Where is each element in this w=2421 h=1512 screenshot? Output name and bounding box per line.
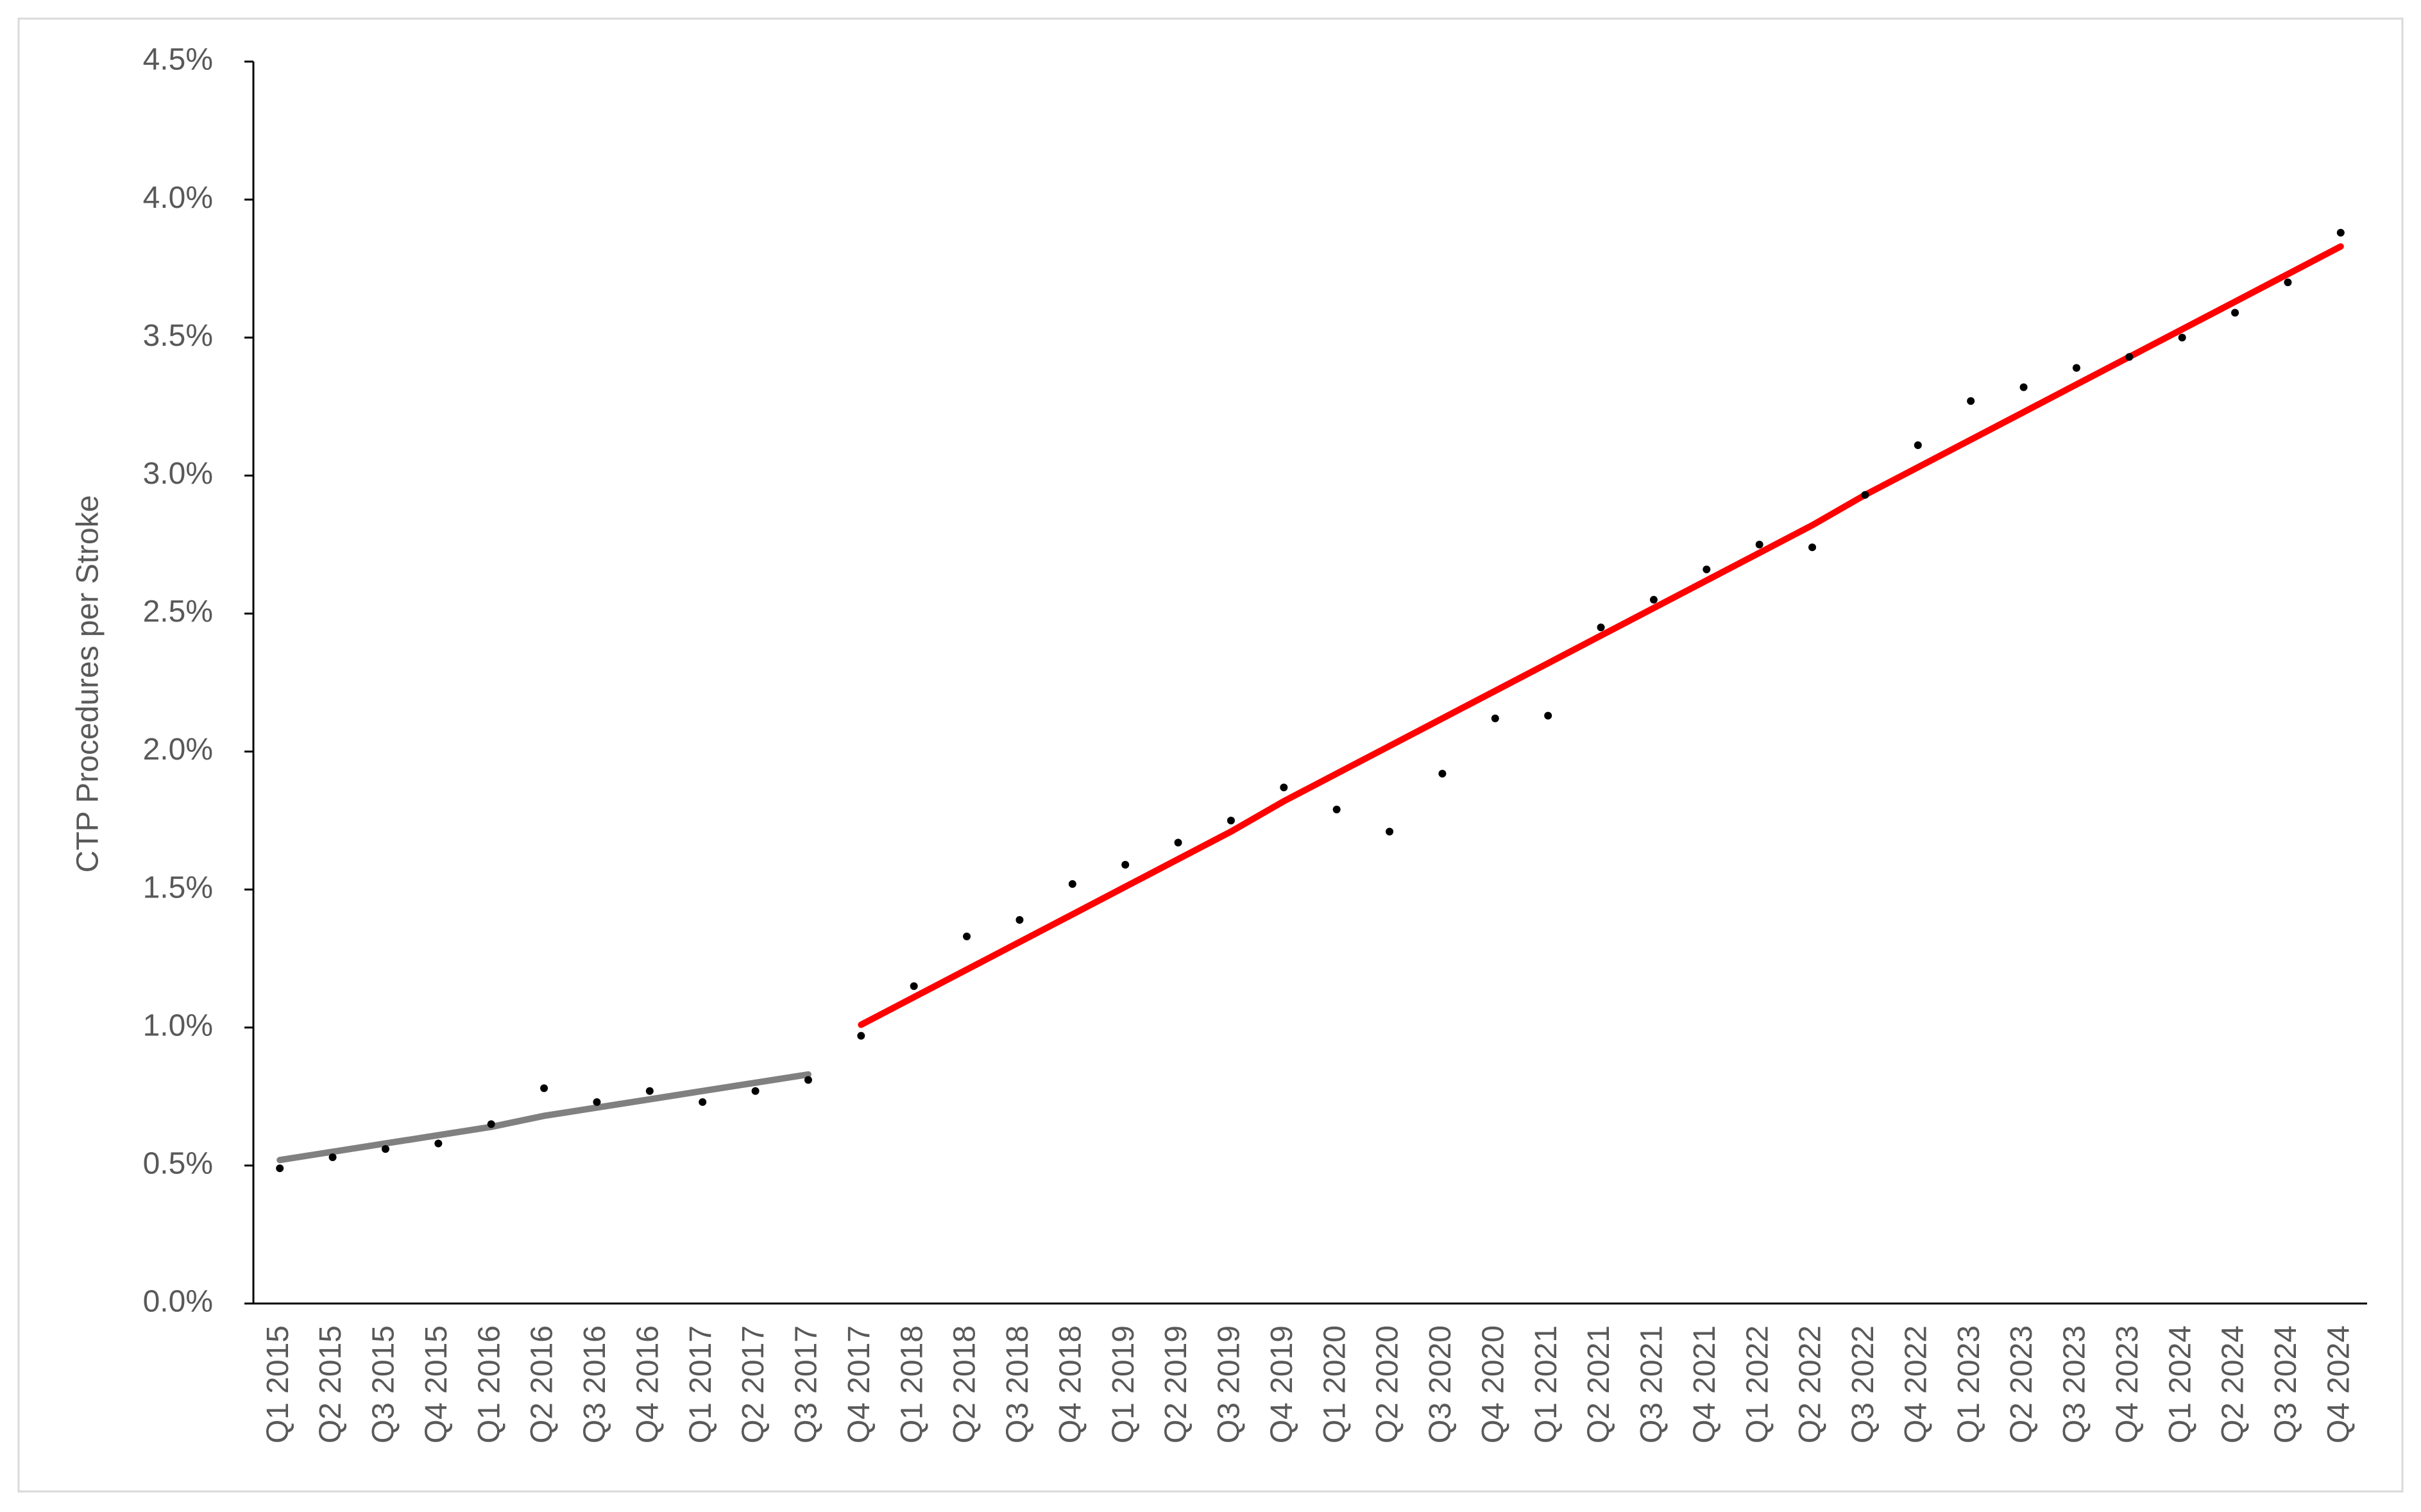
x-tick-label: Q2 2019 xyxy=(1159,1325,1193,1443)
data-point xyxy=(1386,828,1394,836)
y-tick-label: 4.0% xyxy=(143,181,213,215)
y-tick-label: 2.0% xyxy=(143,733,213,767)
data-point xyxy=(1332,805,1341,813)
x-tick-label: Q2 2022 xyxy=(1794,1325,1828,1443)
x-tick-label: Q2 2018 xyxy=(948,1325,982,1443)
data-point xyxy=(1491,714,1499,722)
y-tick-label: 2.5% xyxy=(143,595,213,629)
data-point xyxy=(1227,817,1235,825)
data-point xyxy=(2284,278,2292,287)
data-point xyxy=(2336,228,2345,237)
x-tick-label: Q1 2021 xyxy=(1529,1325,1563,1443)
x-tick-label: Q1 2022 xyxy=(1740,1325,1774,1443)
y-tick-label: 3.0% xyxy=(143,457,213,491)
x-tick-label: Q1 2015 xyxy=(261,1325,295,1443)
data-point xyxy=(1597,623,1605,631)
data-point xyxy=(1703,565,1711,573)
x-tick-label: Q3 2016 xyxy=(578,1325,612,1443)
x-tick-label: Q4 2024 xyxy=(2322,1325,2356,1443)
x-tick-label: Q4 2023 xyxy=(2111,1325,2145,1443)
data-point xyxy=(751,1087,760,1095)
data-point xyxy=(699,1098,707,1106)
data-point xyxy=(2231,309,2239,317)
x-tick-label: Q1 2017 xyxy=(684,1325,718,1443)
x-tick-label: Q1 2023 xyxy=(1952,1325,1986,1443)
x-tick-label: Q3 2021 xyxy=(1635,1325,1669,1443)
data-point xyxy=(1967,397,1975,405)
x-tick-label: Q4 2022 xyxy=(1899,1325,1933,1443)
data-point xyxy=(1438,769,1447,777)
data-point xyxy=(2178,334,2186,342)
y-tick-label: 1.0% xyxy=(143,1008,213,1042)
x-tick-label: Q1 2024 xyxy=(2163,1325,2197,1443)
y-tick-label: 3.5% xyxy=(143,319,213,353)
data-point xyxy=(1280,783,1288,792)
data-point xyxy=(1649,595,1658,604)
x-tick-label: Q2 2015 xyxy=(314,1325,348,1443)
data-point xyxy=(593,1098,601,1106)
x-tick-label: Q3 2019 xyxy=(1212,1325,1246,1443)
x-tick-label: Q4 2020 xyxy=(1476,1325,1510,1443)
data-point xyxy=(1121,860,1130,869)
trend-line xyxy=(858,243,2344,1028)
x-tick-label: Q3 2020 xyxy=(1423,1325,1457,1443)
x-tick-label: Q3 2023 xyxy=(2058,1325,2092,1443)
x-tick-label: Q2 2021 xyxy=(1582,1325,1616,1443)
data-point xyxy=(2019,383,2028,391)
data-point xyxy=(381,1145,389,1153)
data-point xyxy=(328,1153,337,1161)
data-point xyxy=(1914,441,1922,450)
data-point xyxy=(1544,711,1552,720)
data-point xyxy=(1068,880,1076,888)
x-tick-label: Q1 2018 xyxy=(895,1325,929,1443)
x-tick-label: Q1 2020 xyxy=(1318,1325,1352,1443)
x-tick-label: Q3 2024 xyxy=(2269,1325,2303,1443)
y-tick-label: 0.5% xyxy=(143,1147,213,1181)
x-tick-label: Q4 2017 xyxy=(842,1325,876,1443)
x-tick-label: Q3 2022 xyxy=(1846,1325,1880,1443)
data-point xyxy=(487,1120,495,1128)
x-tick-label: Q1 2019 xyxy=(1107,1325,1141,1443)
chart-border xyxy=(17,17,2404,1493)
y-tick-label: 4.5% xyxy=(143,43,213,77)
data-point xyxy=(645,1087,654,1095)
data-point xyxy=(2125,353,2134,361)
x-tick-label: Q2 2017 xyxy=(736,1325,770,1443)
data-point xyxy=(2072,364,2080,372)
data-point xyxy=(1861,491,1869,499)
x-tick-label: Q3 2018 xyxy=(1001,1325,1035,1443)
data-point xyxy=(804,1076,812,1084)
data-point xyxy=(1015,915,1024,924)
trend-line xyxy=(276,1071,811,1164)
y-axis-title: CTP Procedures per Stroke xyxy=(71,495,105,873)
data-point xyxy=(963,932,971,940)
x-tick-label: Q4 2019 xyxy=(1265,1325,1299,1443)
data-point xyxy=(276,1164,284,1173)
x-tick-label: Q2 2020 xyxy=(1371,1325,1405,1443)
data-point xyxy=(1174,838,1182,847)
data-point xyxy=(857,1032,865,1040)
data-point xyxy=(910,982,918,990)
x-tick-label: Q2 2016 xyxy=(525,1325,559,1443)
x-tick-label: Q2 2024 xyxy=(2216,1325,2250,1443)
x-tick-label: Q4 2016 xyxy=(631,1325,665,1443)
data-point xyxy=(1755,540,1763,548)
data-point xyxy=(1808,543,1817,552)
y-tick-label: 0.0% xyxy=(143,1285,213,1319)
x-tick-label: Q4 2018 xyxy=(1053,1325,1087,1443)
data-point xyxy=(434,1139,443,1148)
x-tick-label: Q2 2023 xyxy=(2005,1325,2039,1443)
x-tick-label: Q4 2021 xyxy=(1688,1325,1722,1443)
data-point xyxy=(540,1084,548,1092)
y-tick-label: 1.5% xyxy=(143,871,213,905)
x-tick-label: Q1 2016 xyxy=(472,1325,506,1443)
x-tick-label: Q3 2017 xyxy=(790,1325,824,1443)
x-tick-label: Q4 2015 xyxy=(420,1325,454,1443)
x-tick-label: Q3 2015 xyxy=(367,1325,401,1443)
